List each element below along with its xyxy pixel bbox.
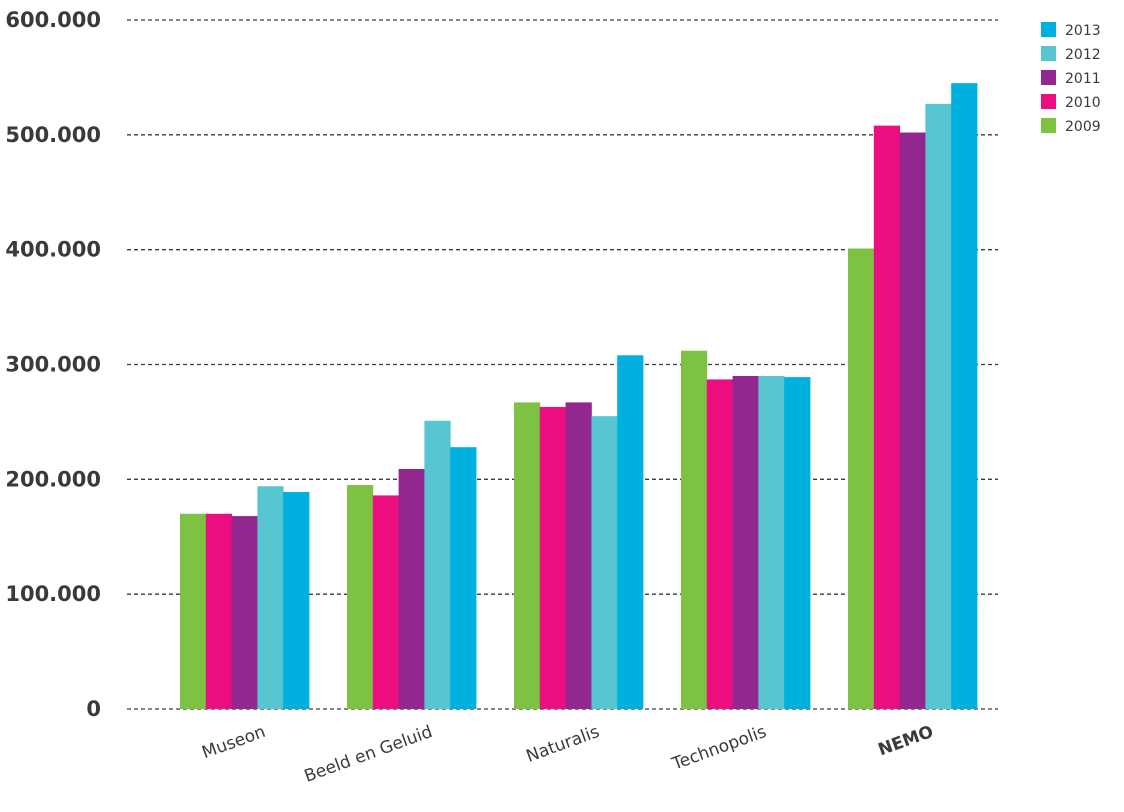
bar [372,495,399,709]
bar [283,491,310,709]
bar [617,355,644,709]
bar-group [180,486,310,709]
bar [951,83,978,710]
bar [873,125,900,709]
legend-item: 2013 [1041,22,1101,39]
bar [565,402,592,709]
bar [758,375,785,709]
bar [347,485,374,709]
legend-swatch [1041,22,1056,37]
bar [925,103,952,710]
bar [180,513,207,709]
legend-label: 2011 [1065,71,1101,87]
legend-item: 2010 [1041,94,1101,111]
bar [514,402,541,709]
bar-group [347,420,477,709]
y-tick-label: 0 [86,697,101,721]
bar [784,377,811,709]
bar [424,420,451,709]
legend-swatch [1041,70,1056,85]
bar-group [514,355,644,709]
legend-swatch [1041,46,1056,61]
bar [899,132,926,709]
bar [591,416,618,709]
legend-item: 2009 [1041,118,1101,135]
bar-group [681,350,811,709]
y-axis-tick-labels: 0 100.000 200.000 300.000 400.000 500.000 600.… [5,8,101,721]
x-category-label: Naturalis [524,722,603,767]
bars [180,83,978,710]
y-tick-label: 400.000 [5,238,101,262]
y-tick-label: 100.000 [5,582,101,606]
bar [732,375,759,709]
legend-swatch [1041,94,1056,109]
x-category-label: Beeld en Geluid [302,722,435,787]
x-category-label: NEMO [876,722,937,760]
y-tick-label: 500.000 [5,123,101,147]
bar [450,447,477,709]
y-tick-label: 200.000 [5,467,101,491]
x-category-label: Museon [199,722,268,763]
legend-item: 2012 [1041,46,1101,63]
legend-label: 2013 [1065,23,1101,39]
y-tick-label: 300.000 [5,353,101,377]
legend-label: 2009 [1065,119,1101,135]
bar [257,486,284,709]
bar [205,513,232,709]
bar [848,248,875,710]
x-axis-category-labels: Museon Beeld en Geluid Naturalis Technopoli… [199,722,936,787]
bar-group [848,83,978,710]
bar [398,468,425,709]
legend-label: 2010 [1065,95,1101,111]
bar [706,379,733,709]
bar [681,350,708,709]
legend-swatch [1041,118,1056,133]
bar [539,406,566,709]
legend: 2013 2012 2011 2010 2009 [1041,22,1101,135]
bar [231,516,258,709]
legend-item: 2011 [1041,70,1101,87]
x-category-label: Technopolis [669,722,770,775]
y-tick-label: 600.000 [5,8,101,32]
legend-label: 2012 [1065,47,1101,63]
